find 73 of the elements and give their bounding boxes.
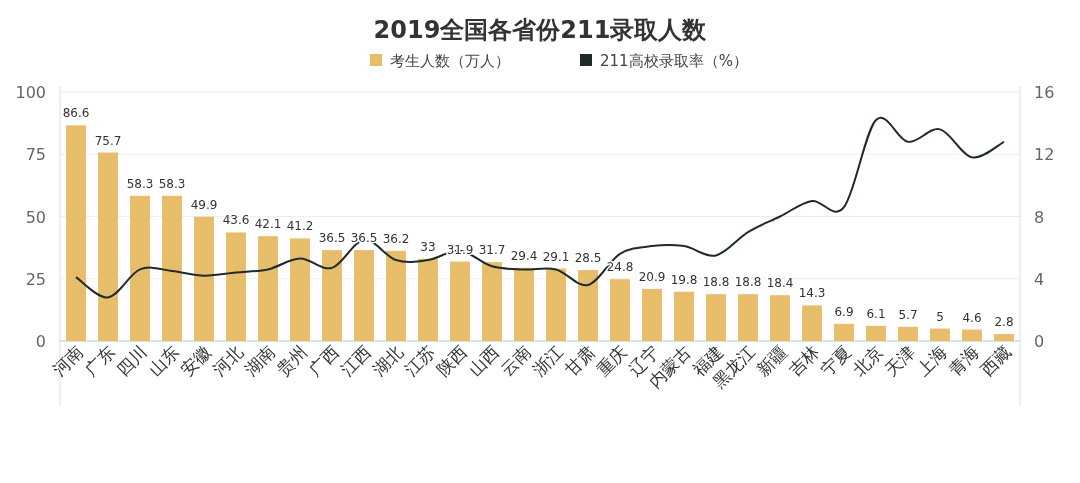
bar xyxy=(258,236,278,341)
data-label: 58.3 xyxy=(158,176,186,191)
data-label: 4.6 xyxy=(962,310,982,325)
bar xyxy=(546,268,566,341)
bar xyxy=(578,270,598,341)
legend-label: 211高校录取率（%） xyxy=(600,52,748,70)
bar xyxy=(354,250,374,341)
bar xyxy=(482,262,502,341)
data-label: 6.1 xyxy=(866,306,886,321)
data-label: 33 xyxy=(420,239,436,254)
data-label: 86.6 xyxy=(62,106,90,121)
y-tick-label: 50 xyxy=(25,207,46,227)
y-tick-label: 75 xyxy=(25,145,46,165)
data-label: 2.8 xyxy=(994,315,1014,330)
data-label: 20.9 xyxy=(638,269,666,284)
y2-tick-label: 16 xyxy=(1034,83,1055,102)
bar xyxy=(642,288,662,341)
y-tick-label: 0 xyxy=(35,332,46,351)
data-label: 24.8 xyxy=(606,260,634,275)
bar xyxy=(98,152,118,341)
bar xyxy=(130,195,150,341)
data-label: 6.9 xyxy=(834,304,854,319)
bar xyxy=(226,232,246,341)
data-label: 31.7 xyxy=(478,243,506,258)
bar xyxy=(322,250,342,341)
y2-tick-label: 8 xyxy=(1034,207,1045,227)
data-label: 36.2 xyxy=(382,231,410,246)
data-label: 14.3 xyxy=(798,286,826,301)
bar xyxy=(386,250,406,341)
y2-tick-label: 0 xyxy=(1034,332,1045,351)
bar xyxy=(962,329,982,341)
y-tick-label: 25 xyxy=(25,269,46,289)
bar xyxy=(930,328,950,341)
data-label: 58.3 xyxy=(126,176,154,191)
data-label: 49.9 xyxy=(190,197,218,212)
bar xyxy=(66,125,86,341)
bar xyxy=(194,216,214,341)
bar xyxy=(866,325,886,341)
data-label: 5.7 xyxy=(898,307,918,322)
data-label: 18.8 xyxy=(702,275,730,290)
data-label: 75.7 xyxy=(94,133,122,148)
data-label: 5 xyxy=(936,309,944,324)
bar xyxy=(834,323,854,341)
bar xyxy=(450,261,470,341)
data-label: 36.5 xyxy=(318,231,346,246)
data-label: 19.8 xyxy=(670,272,698,287)
x-tick-label: 河南 xyxy=(48,341,87,380)
bar xyxy=(290,238,310,341)
data-label: 18.4 xyxy=(766,276,794,291)
y2-tick-label: 12 xyxy=(1034,145,1055,165)
data-label: 28.5 xyxy=(574,251,602,266)
bar xyxy=(674,291,694,341)
chart-title: 2019全国各省份211录取人数 xyxy=(373,16,708,44)
bar xyxy=(898,326,918,341)
data-label: 43.6 xyxy=(222,213,250,228)
bar xyxy=(738,294,758,341)
bar xyxy=(162,195,182,341)
legend-label: 考生人数（万人） xyxy=(390,52,510,70)
data-label: 18.8 xyxy=(734,275,762,290)
data-label: 29.1 xyxy=(542,249,570,264)
data-label: 41.2 xyxy=(286,219,314,234)
data-label: 42.1 xyxy=(254,217,282,232)
bar xyxy=(418,258,438,341)
bar xyxy=(610,279,630,341)
bar xyxy=(770,295,790,341)
bar xyxy=(802,305,822,341)
bar xyxy=(514,267,534,341)
bar xyxy=(994,334,1014,341)
y-tick-label: 100 xyxy=(15,83,46,102)
bar xyxy=(706,294,726,341)
data-label: 29.4 xyxy=(510,248,538,263)
y2-tick-label: 4 xyxy=(1034,269,1045,289)
data-label: 36.5 xyxy=(350,231,378,246)
